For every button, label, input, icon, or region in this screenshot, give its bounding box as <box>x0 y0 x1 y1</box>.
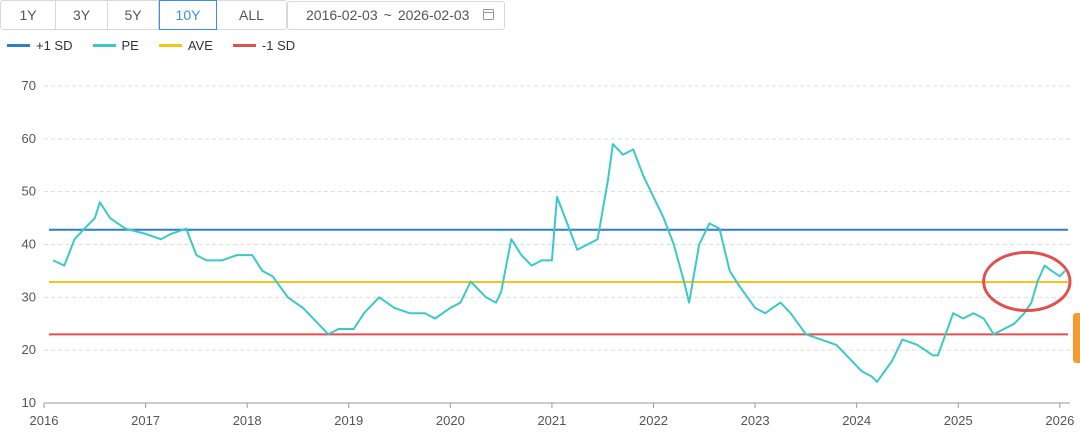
legend-swatch-ave <box>158 44 182 47</box>
x-tick-label: 2018 <box>233 413 262 428</box>
x-axis-ticks: 2016 2017 2018 2019 2020 2021 2022 2023 2024 2025… <box>30 403 1074 428</box>
legend-item-minus-sd[interactable]: -1 SD <box>232 38 296 53</box>
x-tick-label: 2025 <box>944 413 973 428</box>
end-date: 2026-02-03 <box>397 7 470 23</box>
legend-item-pe[interactable]: PE <box>92 38 139 53</box>
legend-label-pe: PE <box>121 38 139 53</box>
range-3y-button[interactable]: 3Y <box>56 1 108 29</box>
x-tick-label: 2019 <box>334 413 363 428</box>
calendar-icon[interactable] <box>483 9 494 20</box>
x-tick-label: 2023 <box>741 413 770 428</box>
y-tick-label: 40 <box>22 237 36 252</box>
legend-item-plus-sd[interactable]: +1 SD <box>7 38 73 53</box>
y-tick-label: 10 <box>22 395 36 410</box>
date-range-picker[interactable]: 2016-02-03 ~2026-02-03 <box>287 1 505 30</box>
y-axis-ticks: 10 20 30 40 50 60 70 <box>22 78 36 410</box>
side-panel-tab[interactable] <box>1073 313 1080 363</box>
range-10y-button[interactable]: 10Y <box>159 0 217 30</box>
range-5y-button[interactable]: 5Y <box>108 1 159 29</box>
y-tick-label: 20 <box>22 342 36 357</box>
legend-swatch-pe <box>92 44 116 47</box>
legend-item-ave[interactable]: AVE <box>158 38 213 53</box>
chart-grid <box>44 85 1070 404</box>
chart-legend: +1 SD PE AVE -1 SD <box>7 38 315 53</box>
legend-swatch-plus-sd <box>7 44 30 47</box>
legend-label-minus-sd: -1 SD <box>261 38 296 53</box>
start-date: 2016-02-03 <box>306 7 378 23</box>
range-all-button[interactable]: ALL <box>239 7 264 23</box>
x-tick-label: 2024 <box>842 413 871 428</box>
y-tick-label: 70 <box>22 78 36 93</box>
legend-label-ave: AVE <box>187 38 213 53</box>
y-tick-label: 30 <box>22 289 36 304</box>
y-tick-label: 60 <box>22 131 36 146</box>
range-1y-button[interactable]: 1Y <box>1 1 56 29</box>
date-separator: ~ <box>383 7 392 23</box>
x-tick-label: 2022 <box>639 413 668 428</box>
chart-annotations <box>982 250 1072 313</box>
highlight-ellipse <box>982 250 1072 313</box>
legend-label-plus-sd: +1 SD <box>36 38 73 53</box>
x-tick-label: 2016 <box>30 413 59 428</box>
x-tick-label: 2026 <box>1045 413 1074 428</box>
legend-swatch-minus-sd <box>232 44 256 47</box>
x-tick-label: 2021 <box>537 413 566 428</box>
pe-line <box>52 143 1066 383</box>
x-tick-label: 2017 <box>131 413 160 428</box>
time-range-selector: 1Y 3Y 5Y 10Y ALL <box>0 0 287 30</box>
y-tick-label: 50 <box>22 184 36 199</box>
x-tick-label: 2020 <box>436 413 465 428</box>
chart-series <box>49 143 1068 383</box>
